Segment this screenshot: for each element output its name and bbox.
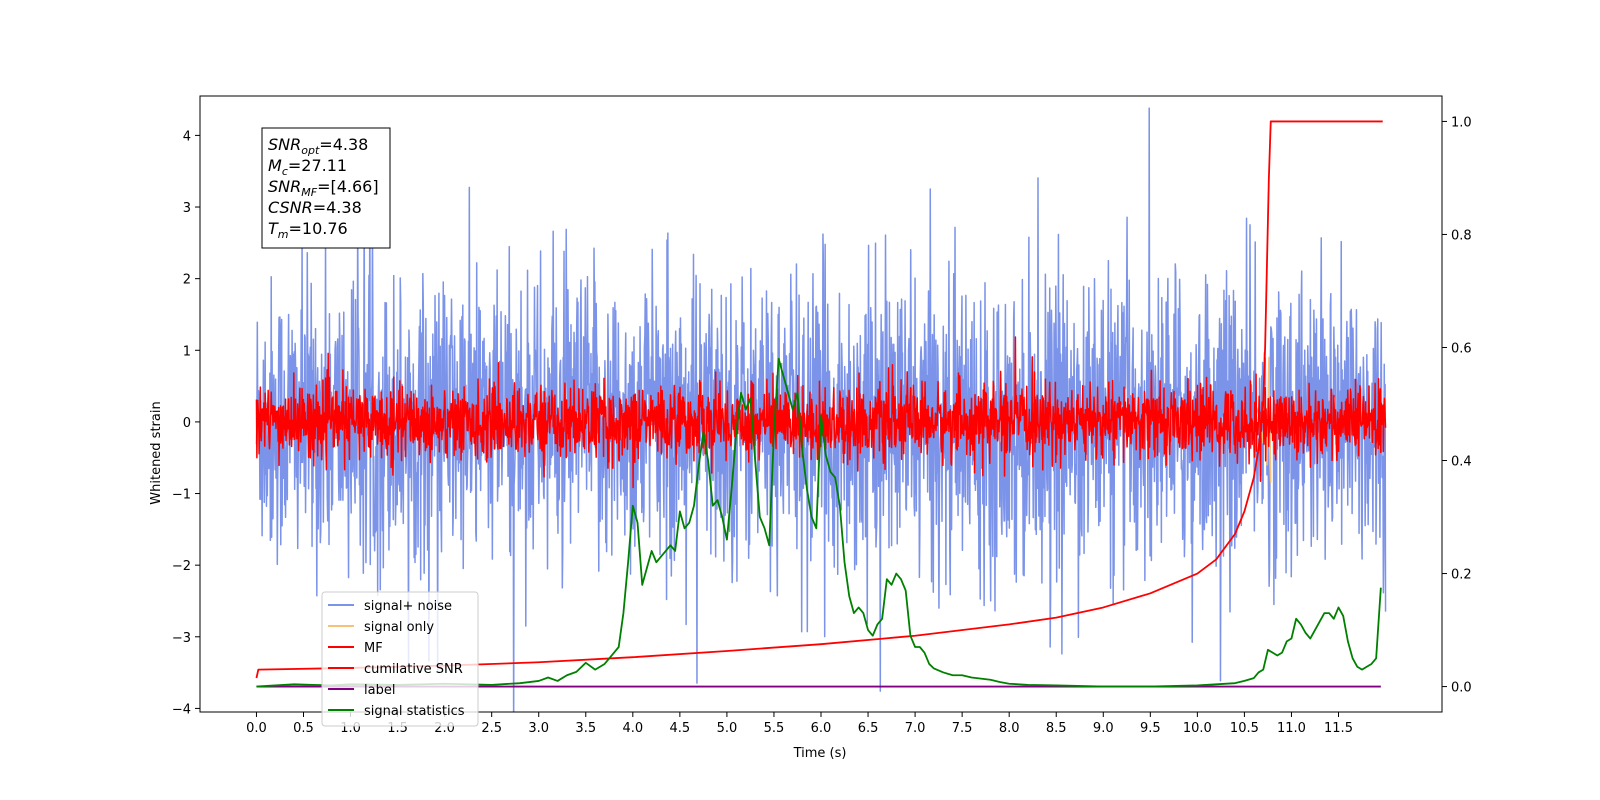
x-tick-label: 11.5 bbox=[1324, 721, 1353, 736]
annotation-box: SNRopt=4.38Mc=27.11SNRMF=[4.66]CSNR=4.38… bbox=[261, 127, 391, 249]
y-tick-label: −2 bbox=[172, 559, 191, 574]
x-tick-label: 6.5 bbox=[858, 721, 879, 736]
axes-layer: 0.0 0.5 1.0 1.5 2.0 2.5 3.0 3.5 4.0 4.5 5.0 5.5 6.0 6… bbox=[172, 95, 1472, 736]
y2-tick-label: 0.6 bbox=[1451, 341, 1472, 356]
y2-tick-label: 0.0 bbox=[1451, 681, 1472, 696]
x-tick-label: 0.5 bbox=[293, 721, 314, 736]
legend-label: signal statistics bbox=[364, 704, 465, 719]
x-axis-title: Time (s) bbox=[793, 746, 847, 761]
y2-tick-label: 1.0 bbox=[1451, 115, 1472, 130]
x-tick-label: 9.0 bbox=[1093, 721, 1114, 736]
series-signal-statistics bbox=[256, 357, 1382, 688]
x-tick-label: 4.0 bbox=[622, 721, 643, 736]
legend-label: signal+ noise bbox=[364, 599, 452, 614]
annotation-line: Tm=10.76 bbox=[268, 219, 348, 241]
annotation-line: Mc=27.11 bbox=[268, 156, 347, 178]
x-tick-label: 7.5 bbox=[952, 721, 973, 736]
x-tick-label: 5.0 bbox=[717, 721, 738, 736]
annotation-line: SNRopt=4.38 bbox=[268, 135, 368, 157]
x-tick-label: 11.0 bbox=[1277, 721, 1306, 736]
legend-label: MF bbox=[364, 641, 383, 656]
x-tick-label: 9.5 bbox=[1140, 721, 1161, 736]
y2-tick-label: 0.2 bbox=[1451, 568, 1472, 583]
x-tick-label: 4.5 bbox=[670, 721, 691, 736]
y-tick-label: 1 bbox=[183, 344, 191, 359]
x-tick-label: 8.5 bbox=[1046, 721, 1067, 736]
y-tick-label: 3 bbox=[183, 201, 191, 216]
series-cumilative-snr bbox=[255, 120, 1383, 679]
legend-label: signal only bbox=[364, 620, 434, 635]
legend-label: label bbox=[364, 683, 395, 698]
x-tick-label: 5.5 bbox=[764, 721, 785, 736]
legend-label: cumilative SNR bbox=[364, 662, 463, 677]
annotation-frame bbox=[261, 127, 391, 249]
y-tick-label: −4 bbox=[172, 702, 191, 717]
legend: signal+ noise signal only MF cumilative SNR… bbox=[321, 591, 479, 727]
x-tick-label: 3.0 bbox=[528, 721, 549, 736]
annotation-line: CSNR=4.38 bbox=[268, 198, 362, 217]
legend-frame bbox=[321, 591, 479, 727]
y-tick-label: 2 bbox=[183, 273, 191, 288]
y2-tick-label: 0.4 bbox=[1451, 455, 1472, 470]
x-tick-label: 2.5 bbox=[481, 721, 502, 736]
y-tick-label: 0 bbox=[183, 416, 191, 431]
y-tick-label: 4 bbox=[183, 129, 191, 144]
y-tick-label: −3 bbox=[172, 631, 191, 646]
annotation-line: SNRMF=[4.66] bbox=[268, 177, 379, 199]
x-tick-label: 7.0 bbox=[905, 721, 926, 736]
y-tick-label: −1 bbox=[172, 488, 191, 503]
x-tick-label: 6.0 bbox=[811, 721, 832, 736]
x-tick-label: 0.0 bbox=[246, 721, 267, 736]
x-tick-label: 10.0 bbox=[1183, 721, 1212, 736]
y2-tick-label: 0.8 bbox=[1451, 228, 1472, 243]
x-tick-label: 8.0 bbox=[999, 721, 1020, 736]
x-tick-label: 3.5 bbox=[575, 721, 596, 736]
x-tick-label: 10.5 bbox=[1230, 721, 1259, 736]
y-axis-title: Whitened strain bbox=[149, 401, 164, 504]
